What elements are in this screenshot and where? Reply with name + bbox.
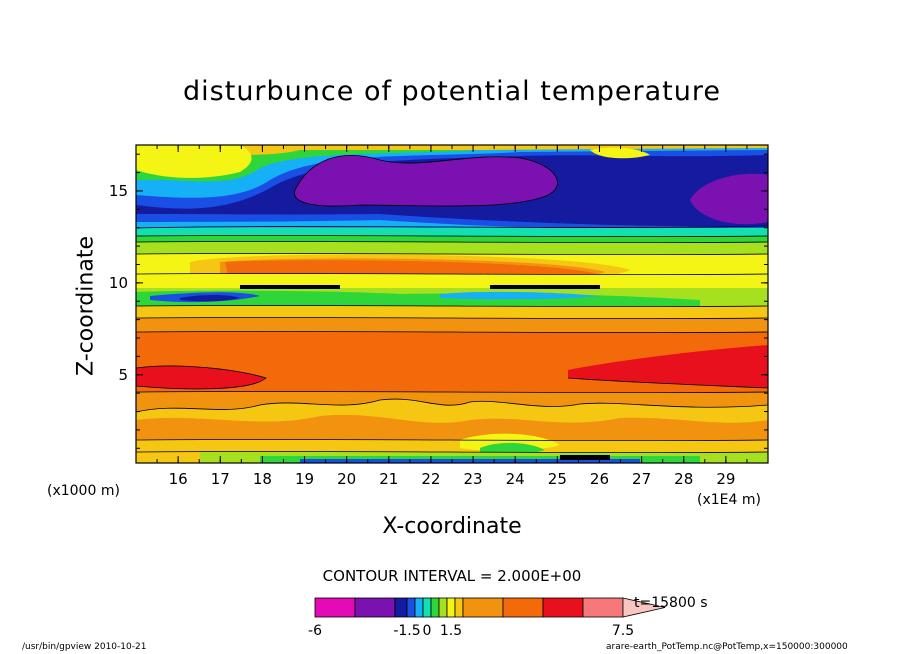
x-tick-label: 23 <box>463 470 483 488</box>
x-tick-label: 16 <box>168 470 188 488</box>
colorbar-extension <box>622 597 666 618</box>
y-tick-label: 10 <box>108 273 128 292</box>
colorbar-swatch <box>354 597 396 618</box>
time-label: t=15800 s <box>634 595 708 611</box>
colorbar-swatch <box>414 597 424 618</box>
x-tick-label: 19 <box>294 470 315 488</box>
colorbar-swatch <box>394 597 408 618</box>
contour-interval-label: CONTOUR INTERVAL = 2.000E+00 <box>322 567 582 585</box>
x-axis-label: X-coordinate <box>382 514 522 539</box>
colorbar <box>314 597 666 618</box>
x-tick-label: 18 <box>252 470 272 488</box>
colorbar-swatch <box>502 597 544 618</box>
colorbar-swatch <box>462 597 504 618</box>
footer-file: arare-earth_PotTemp.nc@PotTemp,x=150000:… <box>606 642 848 652</box>
colorbar-label: 7.5 <box>611 623 635 639</box>
colorbar-label: -1.5 <box>393 623 421 639</box>
x-tick-label: 26 <box>589 470 609 488</box>
colorbar-swatch <box>542 597 584 618</box>
colorbar-swatch <box>446 597 456 618</box>
x-unit-label: (x1E4 m) <box>697 492 761 508</box>
y-axis-label: Z-coordinate <box>73 236 99 376</box>
colorbar-label: -6 <box>308 623 322 639</box>
colorbar-swatch <box>438 597 448 618</box>
colorbar-swatch <box>314 597 356 618</box>
y-tick-label: 15 <box>108 181 128 200</box>
colorbar-swatch <box>430 597 440 618</box>
contour-field <box>136 145 768 463</box>
x-tick-label: 24 <box>505 470 525 488</box>
colorbar-swatch <box>582 597 624 618</box>
x-tick-label: 17 <box>210 470 230 488</box>
x-tick-label: 27 <box>632 470 652 488</box>
chart-title: disturbunce of potential temperature <box>183 76 721 107</box>
y-tick-label: 5 <box>118 365 128 384</box>
x-tick-label: 20 <box>337 470 357 488</box>
colorbar-label: 0 <box>422 623 432 639</box>
x-tick-label: 29 <box>716 470 736 488</box>
x-tick-label: 21 <box>379 470 399 488</box>
x-tick-label: 25 <box>547 470 567 488</box>
x-tick-label: 28 <box>674 470 694 488</box>
x-tick-label: 22 <box>421 470 441 488</box>
colorbar-label: 1.5 <box>439 623 463 639</box>
colorbar-swatch <box>406 597 416 618</box>
colorbar-swatch <box>454 597 464 618</box>
colorbar-swatch <box>422 597 432 618</box>
footer-program: /usr/bin/gpview 2010-10-21 <box>22 642 147 652</box>
y-unit-label: (x1000 m) <box>47 483 120 499</box>
